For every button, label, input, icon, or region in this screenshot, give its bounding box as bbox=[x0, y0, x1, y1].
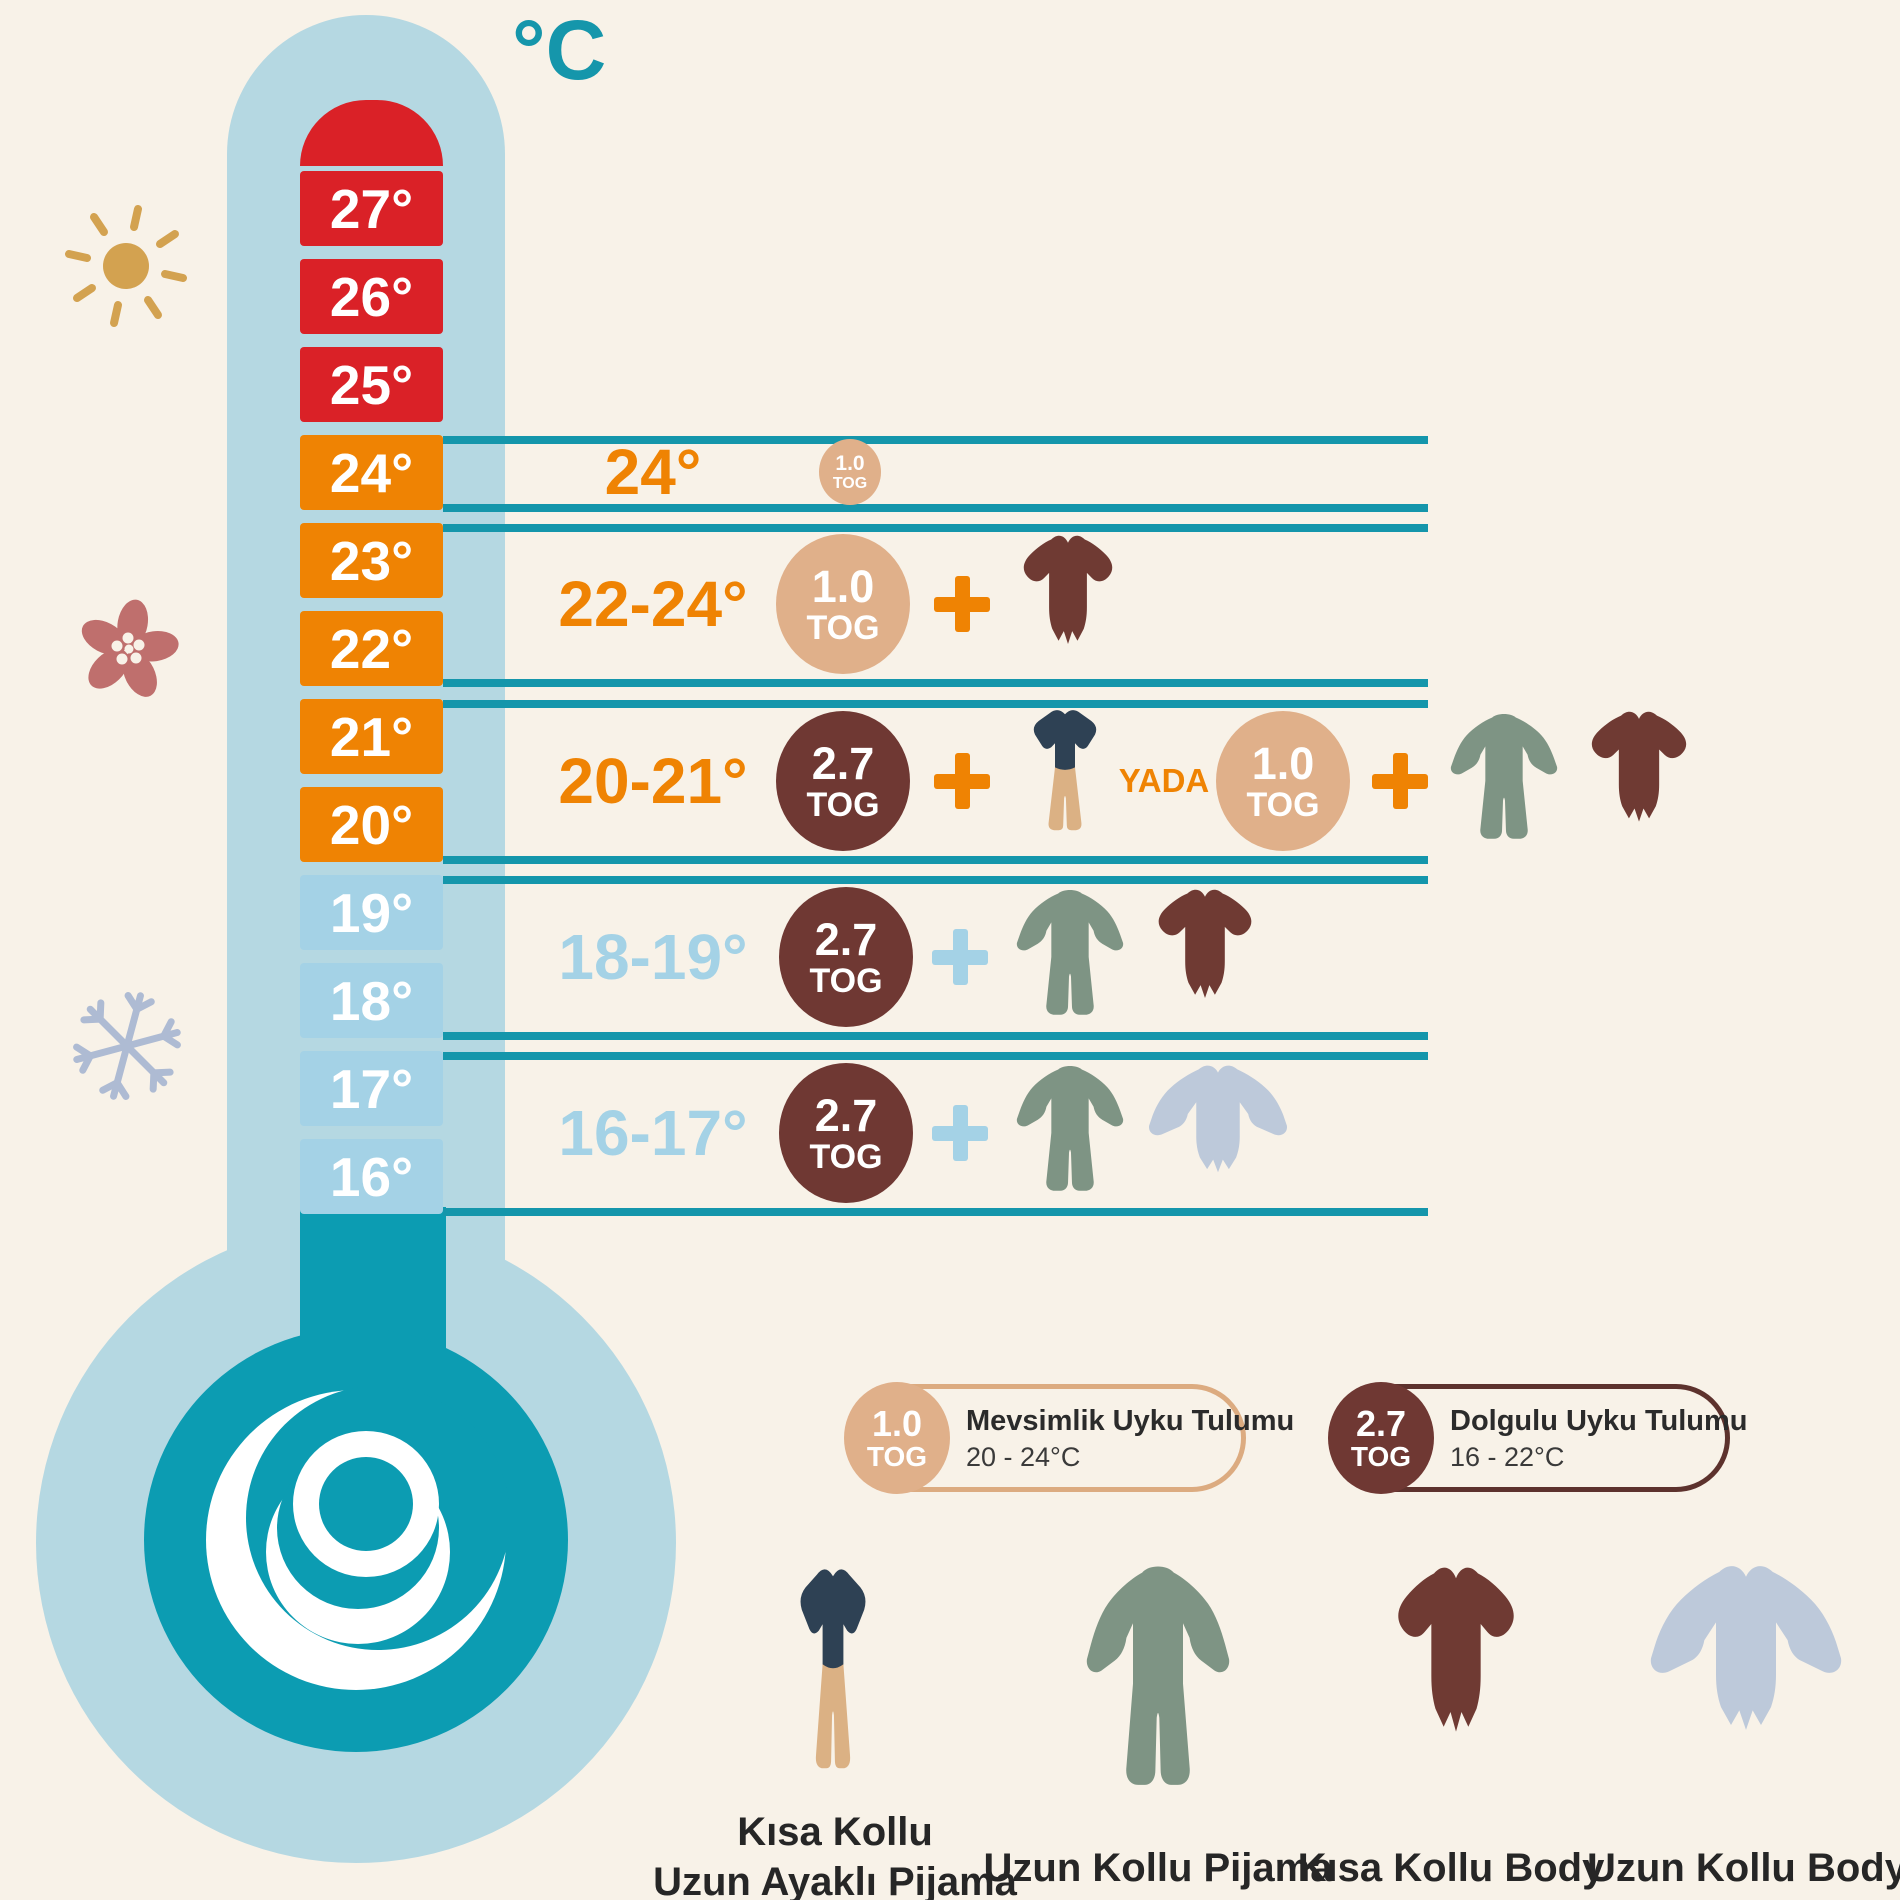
tog-unit: TOG bbox=[866, 1440, 928, 1472]
row-range-24: 24° bbox=[604, 436, 702, 508]
glossary-label-body-long: Uzun Kollu Body bbox=[1587, 1846, 1900, 1890]
tog-badge-1.0-small: 1.0 TOG bbox=[819, 439, 881, 505]
tog-unit: TOG bbox=[832, 474, 868, 492]
row-line bbox=[443, 524, 1428, 532]
row-range-22-24: 22-24° bbox=[558, 568, 748, 640]
scale-box-18: 18° bbox=[300, 963, 443, 1038]
pajama-onesie-icon bbox=[1086, 1566, 1230, 1785]
scale-box-24: 24° bbox=[300, 435, 443, 510]
tog-value: 2.7 bbox=[811, 737, 875, 789]
snowflake-icon bbox=[73, 992, 181, 1100]
tog-value: 2.7 bbox=[814, 1089, 878, 1141]
tog-value: 1.0 bbox=[835, 451, 865, 475]
tog-unit: TOG bbox=[1246, 785, 1320, 824]
tog-value: 1.0 bbox=[871, 1402, 923, 1444]
tog-value: 2.7 bbox=[1355, 1402, 1407, 1444]
scale-box-25: 25° bbox=[300, 347, 443, 422]
glossary-label-line: Uzun Ayaklı Pijama bbox=[653, 1860, 1017, 1900]
sun-icon bbox=[65, 205, 187, 327]
glossary-label-line: Kısa Kollu bbox=[737, 1810, 933, 1854]
tog-value: 1.0 bbox=[1251, 737, 1315, 789]
scale-box-21: 21° bbox=[300, 699, 443, 774]
row-line bbox=[443, 700, 1428, 708]
row-line bbox=[443, 504, 1428, 512]
row-line bbox=[443, 1052, 1428, 1060]
flower-icon bbox=[81, 599, 179, 697]
scale-box-17: 17° bbox=[300, 1051, 443, 1126]
row-line bbox=[443, 436, 1428, 444]
legend-text: Mevsimlik Uyku Tulumu 20 - 24°C bbox=[966, 1404, 1294, 1473]
glossary-label-pajama-two-piece: Kısa Kollu Uzun Ayaklı Pijama bbox=[653, 1807, 1017, 1900]
bodysuit-short-icon bbox=[1398, 1567, 1514, 1732]
scale-box-27: 27° bbox=[300, 171, 443, 246]
plus-icon bbox=[932, 929, 988, 985]
scale-box-26: 26° bbox=[300, 259, 443, 334]
tog-badge-2.7: 2.7 TOG bbox=[776, 711, 910, 851]
legend-pill-1.0-tog: 1.0 TOG Mevsimlik Uyku Tulumu 20 - 24°C bbox=[844, 1382, 1294, 1494]
pajama-onesie-icon bbox=[1016, 889, 1124, 1015]
tog-badge-1.0: 1.0 TOG bbox=[776, 534, 910, 674]
plus-icon bbox=[1372, 753, 1428, 809]
legend-title: Mevsimlik Uyku Tulumu bbox=[966, 1404, 1295, 1437]
bodysuit-short-icon bbox=[1158, 889, 1252, 998]
tog-badge-1.0: 1.0 TOG bbox=[844, 1382, 950, 1494]
tog-unit: TOG bbox=[806, 785, 880, 824]
legend-title: Dolgulu Uyku Tulumu bbox=[1450, 1404, 1748, 1437]
scale-box-16: 16° bbox=[300, 1139, 443, 1214]
tog-badge-2.7: 2.7 TOG bbox=[779, 887, 913, 1027]
plus-icon bbox=[932, 1105, 988, 1161]
bodysuit-long-icon bbox=[1650, 1566, 1842, 1730]
scale-box-23: 23° bbox=[300, 523, 443, 598]
tog-value: 2.7 bbox=[814, 913, 878, 965]
legend-text: Dolgulu Uyku Tulumu 16 - 22°C bbox=[1450, 1404, 1748, 1473]
tog-unit: TOG bbox=[806, 608, 880, 647]
pajama-onesie-icon bbox=[1450, 713, 1558, 839]
row-line bbox=[443, 1032, 1428, 1040]
plus-icon bbox=[934, 753, 990, 809]
tog-unit: TOG bbox=[1350, 1440, 1412, 1472]
legend-range: 20 - 24°C bbox=[966, 1441, 1081, 1472]
scale-box-20: 20° bbox=[300, 787, 443, 862]
row-line bbox=[443, 876, 1428, 884]
row-range-18-19: 18-19° bbox=[558, 921, 748, 993]
tog-badge-1.0: 1.0 TOG bbox=[1216, 711, 1350, 851]
legend-range: 16 - 22°C bbox=[1450, 1441, 1565, 1472]
or-label: YADA bbox=[1118, 762, 1210, 799]
bodysuit-short-icon bbox=[1591, 711, 1687, 822]
legend-pill-2.7-tog: 2.7 TOG Dolgulu Uyku Tulumu 16 - 22°C bbox=[1328, 1382, 1748, 1494]
row-range-16-17: 16-17° bbox=[558, 1097, 748, 1169]
glossary-label-body-short: Kısa Kollu Body bbox=[1297, 1846, 1605, 1890]
tog-unit: TOG bbox=[809, 1137, 883, 1176]
celsius-unit-label: °C bbox=[512, 3, 607, 97]
bodysuit-short-icon bbox=[1023, 535, 1113, 644]
plus-icon bbox=[934, 576, 990, 632]
scale-box-22: 22° bbox=[300, 611, 443, 686]
bodysuit-long-icon bbox=[1148, 1065, 1288, 1173]
row-line bbox=[443, 679, 1428, 687]
pajama-two-piece-icon bbox=[800, 1569, 866, 1769]
glossary-label-onesie: Uzun Kollu Pijama bbox=[983, 1846, 1333, 1890]
row-line bbox=[443, 856, 1428, 864]
tog-badge-2.7: 2.7 TOG bbox=[1328, 1382, 1434, 1494]
pajama-two-piece-icon bbox=[1033, 710, 1097, 831]
row-line bbox=[443, 1208, 1428, 1216]
tog-badge-2.7: 2.7 TOG bbox=[779, 1063, 913, 1203]
tog-value: 1.0 bbox=[811, 560, 875, 612]
tog-unit: TOG bbox=[809, 961, 883, 1000]
pajama-onesie-icon bbox=[1016, 1065, 1124, 1191]
brand-logo-icon bbox=[206, 1386, 510, 1690]
scale-box-19: 19° bbox=[300, 875, 443, 950]
row-range-20-21: 20-21° bbox=[558, 745, 748, 817]
